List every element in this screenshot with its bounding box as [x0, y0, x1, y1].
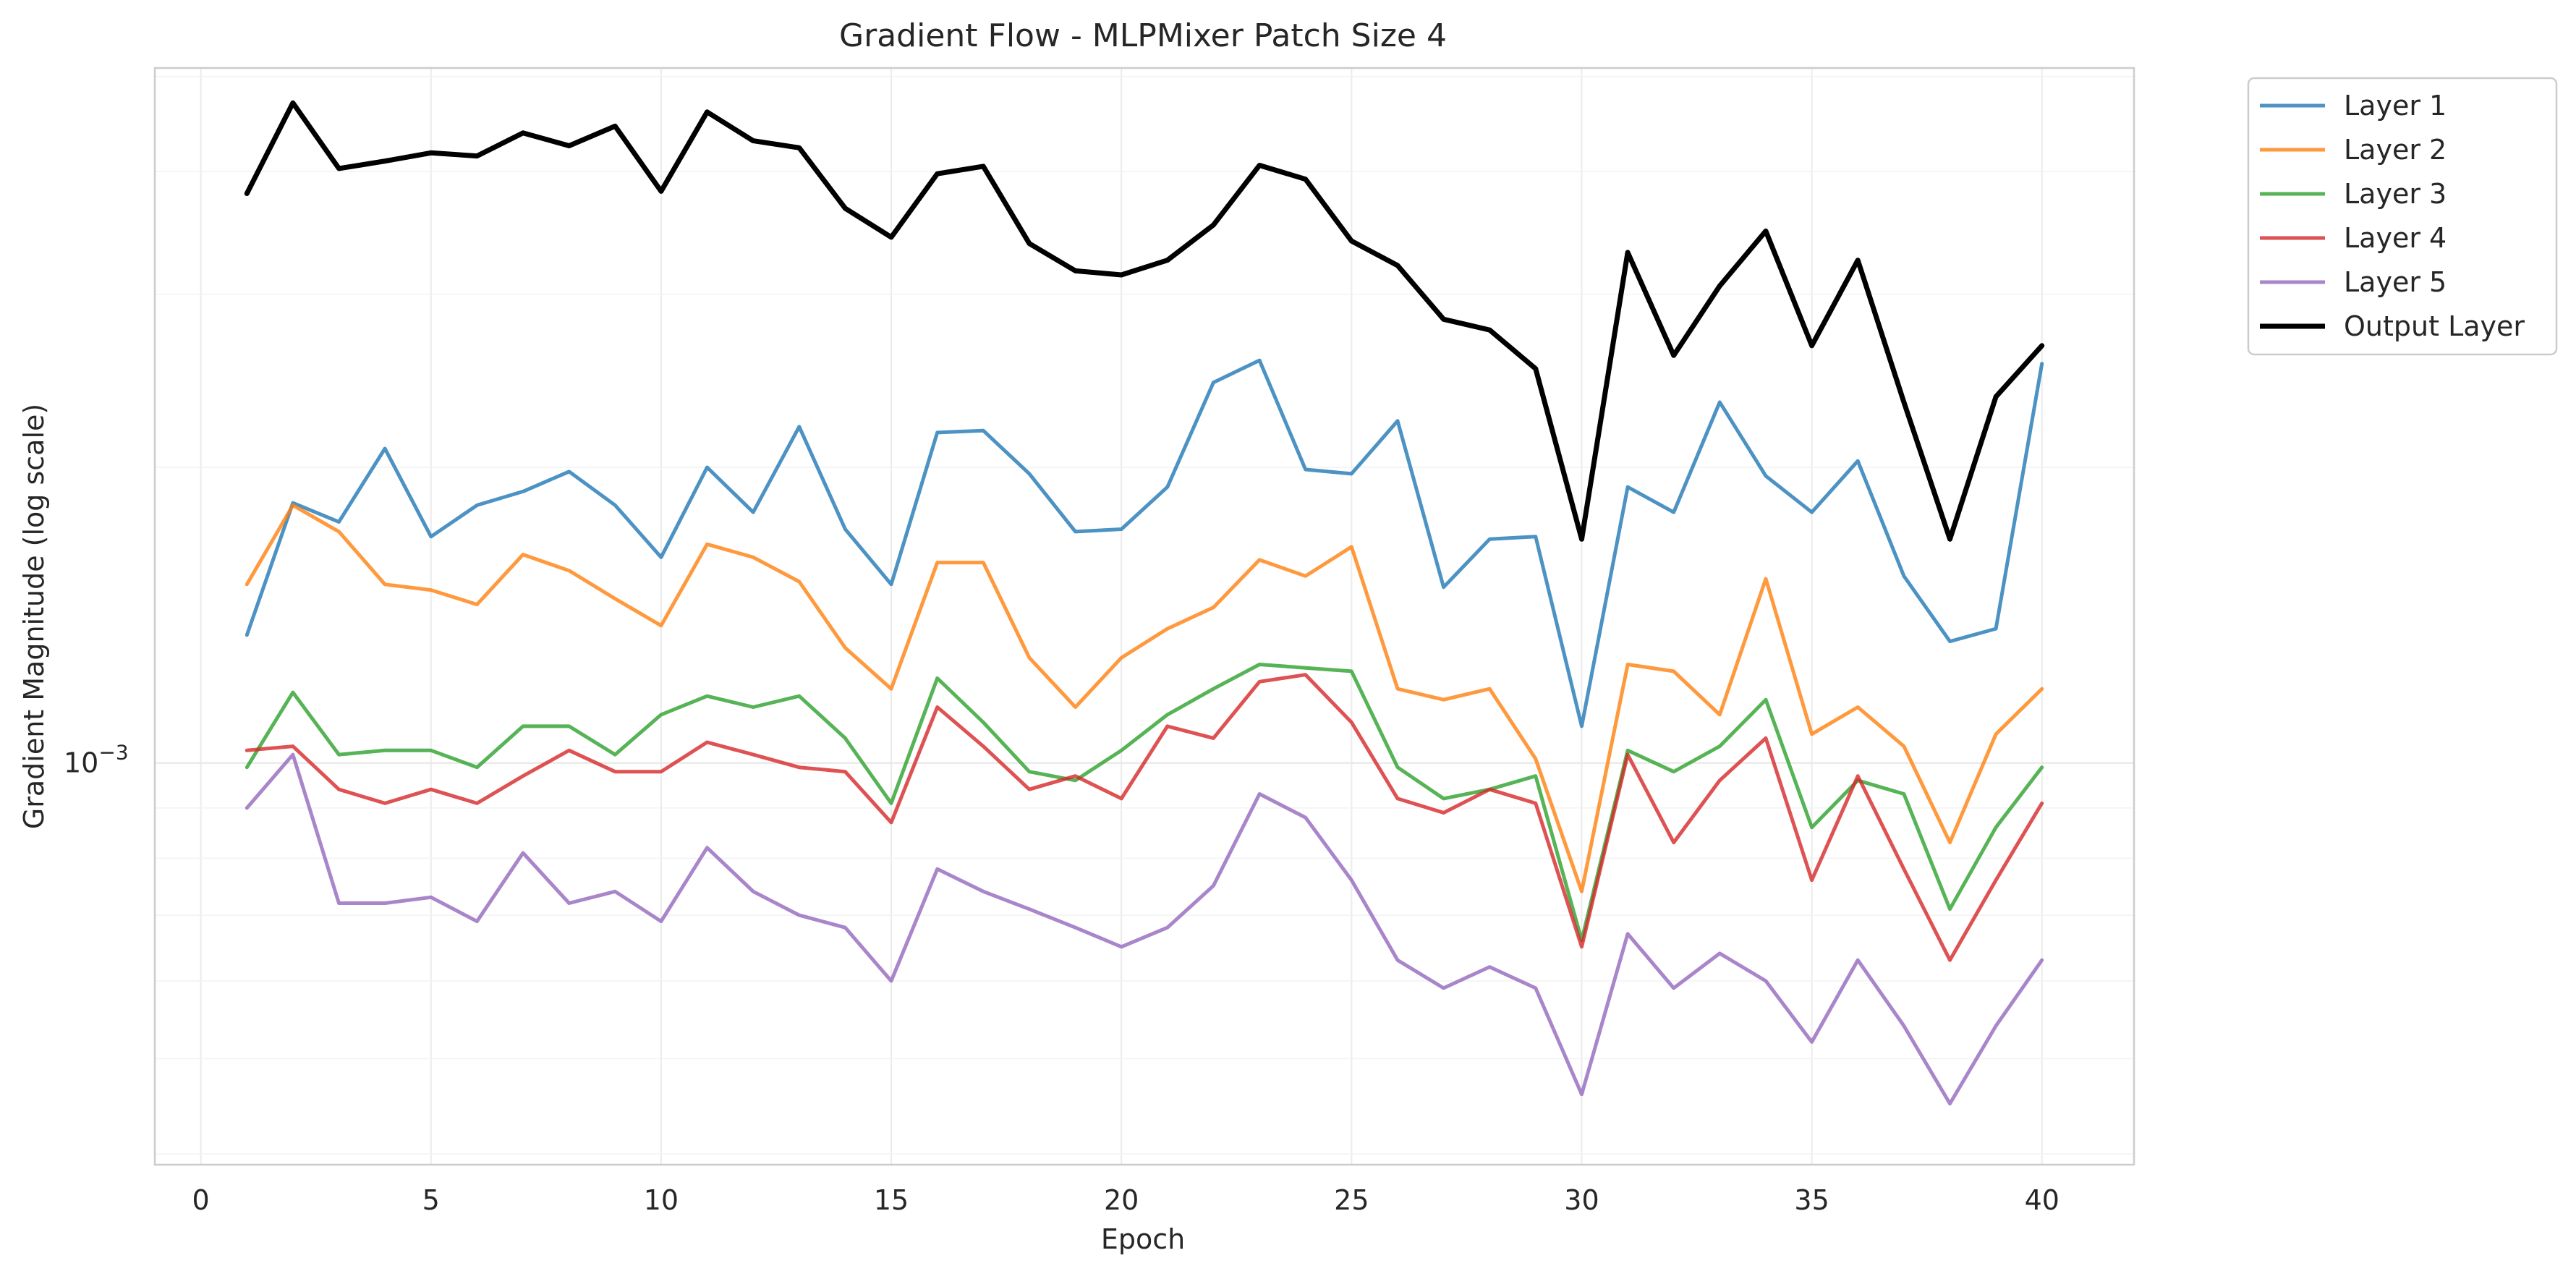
x-tick-label: 25 — [1334, 1184, 1369, 1216]
x-axis-ticks: 0 5 10 15 20 25 30 35 40 — [192, 1184, 2059, 1216]
series-line-layer-4 — [245, 673, 2044, 962]
plot-frame — [153, 67, 2135, 1166]
grid — [155, 68, 2134, 1165]
legend-label: Output Layer — [2344, 310, 2525, 342]
series-lines — [244, 100, 2045, 1106]
x-tick-label: 20 — [1104, 1184, 1139, 1216]
legend-label: Layer 2 — [2344, 134, 2447, 166]
legend-label: Layer 1 — [2344, 90, 2447, 122]
legend-label: Layer 3 — [2344, 178, 2447, 210]
legend: Layer 1 Layer 2 Layer 3 Layer 4 Layer 5 Outpu… — [2247, 77, 2558, 356]
x-tick-label: 35 — [1794, 1184, 1829, 1216]
series-line-output-layer — [244, 100, 2045, 542]
x-tick-label: 40 — [2025, 1184, 2059, 1216]
series-line-layer-3 — [245, 663, 2044, 943]
plot-area — [155, 68, 2134, 1165]
y-axis-label: Gradient Magnitude (log scale) — [18, 404, 50, 829]
legend-box — [2247, 77, 2558, 356]
series-line-layer-5 — [245, 752, 2044, 1106]
x-tick-label: 10 — [644, 1184, 679, 1216]
series-line-layer-2 — [245, 503, 2044, 893]
x-axis-label: Epoch — [1101, 1223, 1185, 1255]
legend-label: Layer 4 — [2344, 222, 2447, 254]
series-line-layer-1 — [245, 358, 2044, 728]
x-tick-label: 0 — [192, 1184, 210, 1216]
x-tick-label: 30 — [1564, 1184, 1599, 1216]
x-tick-label: 15 — [874, 1184, 909, 1216]
x-tick-label: 5 — [422, 1184, 440, 1216]
legend-label: Layer 5 — [2344, 266, 2447, 298]
chart-title: Gradient Flow - MLPMixer Patch Size 4 — [839, 17, 1447, 54]
